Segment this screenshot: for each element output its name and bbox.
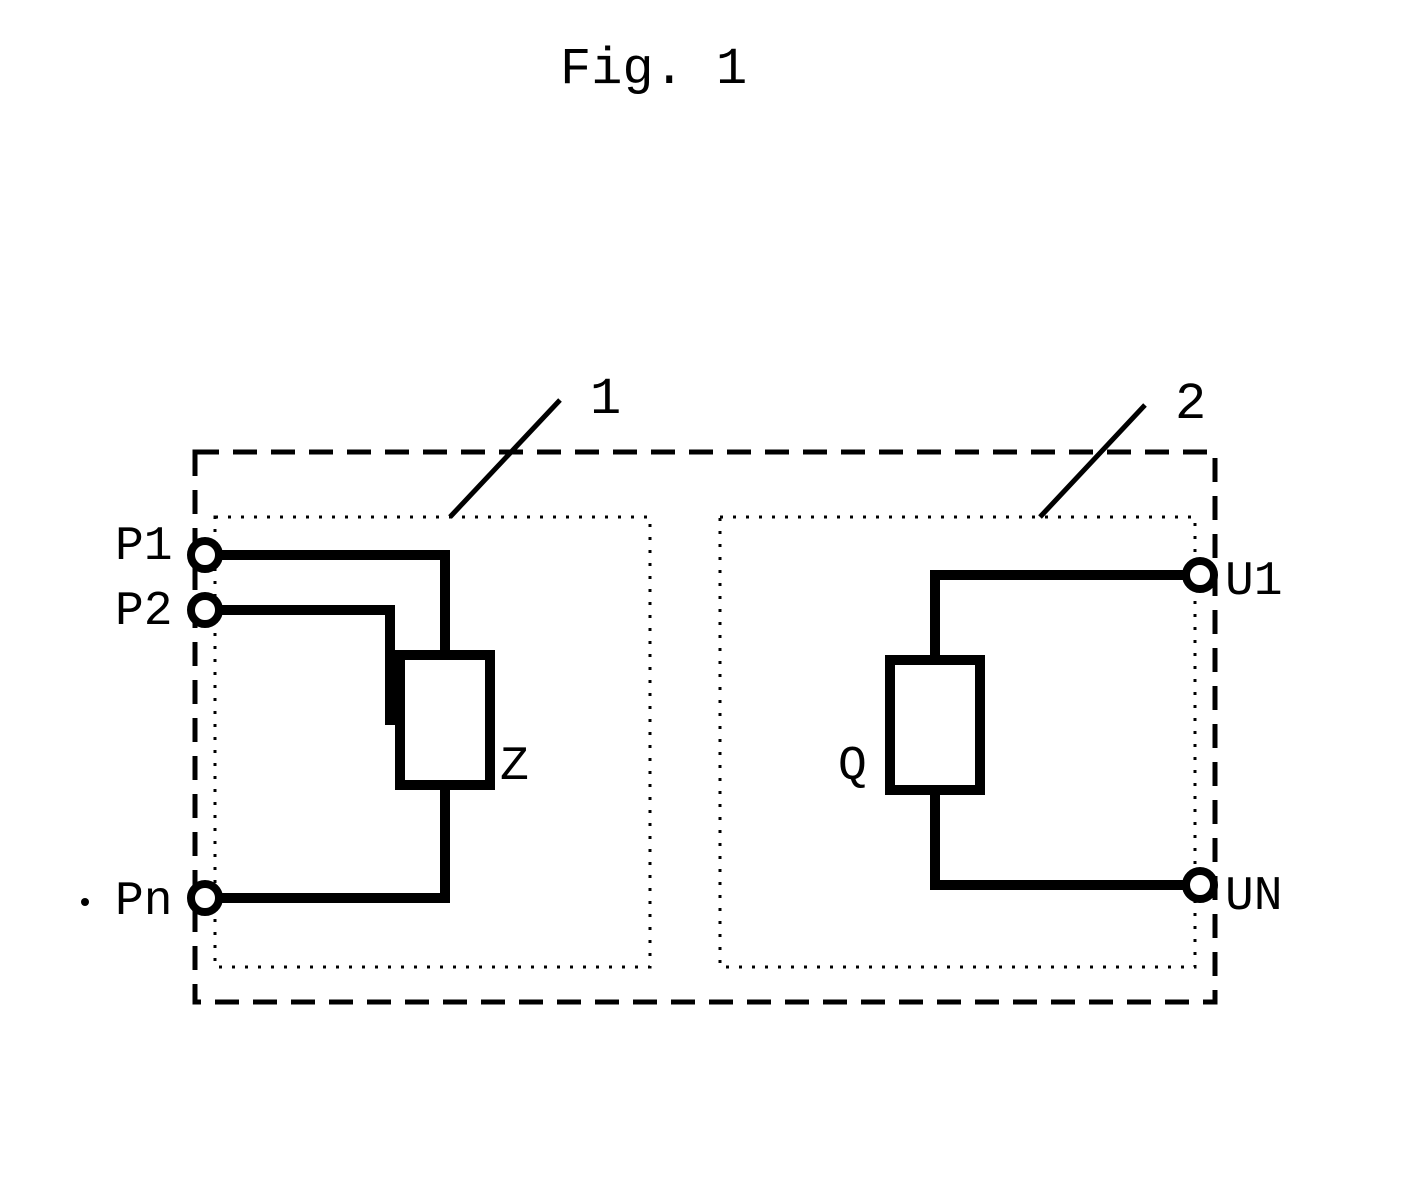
- component-q-label: Q: [838, 740, 867, 794]
- terminal-U1: [1186, 561, 1214, 589]
- terminal-P1: [191, 541, 219, 569]
- terminal-P2: [191, 596, 219, 624]
- component-q-rect: [890, 660, 980, 790]
- terminal-u1-label: U1: [1225, 555, 1283, 609]
- terminal-p1-label: P1: [115, 520, 173, 574]
- block1-ref-label: 1: [590, 370, 621, 429]
- block1-leader: [450, 400, 560, 517]
- block2-wire-1: [935, 790, 1200, 885]
- stray-dot: [81, 898, 89, 906]
- block2-wire-0: [935, 575, 1200, 660]
- component-z-rect: [400, 655, 490, 785]
- terminal-UN: [1186, 871, 1214, 899]
- block1-wire-1: [205, 610, 400, 720]
- outer-box: [195, 452, 1215, 1002]
- terminal-un-label: UN: [1225, 870, 1283, 924]
- terminal-Pn: [191, 884, 219, 912]
- block2-ref-label: 2: [1175, 375, 1206, 434]
- terminal-pn-label: Pn: [115, 875, 173, 929]
- diagram-stage: Fig. 1 1 Z P1 P2 Pn 2 Q U1 UN: [0, 0, 1404, 1198]
- terminal-p2-label: P2: [115, 585, 173, 639]
- block2-leader: [1040, 405, 1145, 517]
- component-z-label: Z: [500, 740, 529, 794]
- block1-wire-2: [205, 785, 445, 898]
- diagram-svg: [0, 0, 1404, 1198]
